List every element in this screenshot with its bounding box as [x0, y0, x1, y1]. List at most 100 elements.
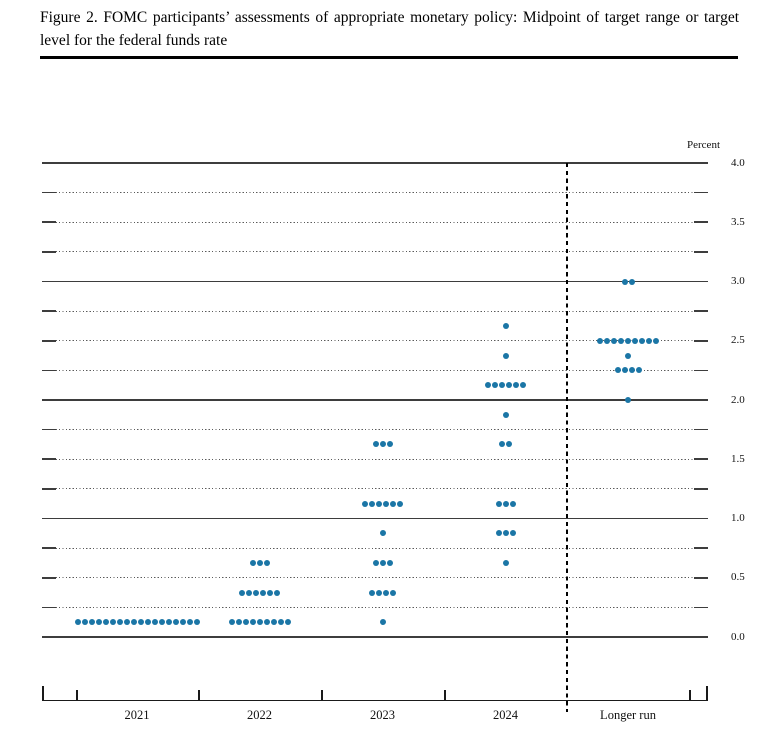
fomc-participant-dot: [372, 441, 379, 448]
y-axis-unit-label: Percent: [687, 139, 720, 151]
gridline-left-cap: [42, 606, 56, 609]
x-axis-tick: [321, 689, 323, 700]
gridline-left-cap: [42, 458, 56, 461]
fomc-participant-dot: [81, 619, 88, 626]
fomc-participant-dot: [267, 589, 273, 596]
gridline-right-cap: [694, 458, 708, 461]
gridline-left-cap: [42, 221, 56, 224]
fomc-participant-dot: [372, 559, 379, 566]
fomc-participant-dot: [239, 589, 245, 596]
fomc-participant-dot: [116, 619, 123, 626]
x-category-label: 2022: [247, 708, 272, 722]
fomc-participant-dot: [509, 500, 516, 507]
fomc-participant-dot: [597, 337, 603, 344]
fomc-participant-dot: [376, 589, 382, 596]
fomc-participant-dot: [249, 619, 256, 626]
fomc-participant-dot: [509, 530, 516, 537]
fomc-participant-dot: [499, 382, 505, 389]
gridline-solid: [42, 636, 708, 638]
gridline-right-cap: [694, 339, 708, 342]
gridline-right-cap: [694, 251, 708, 253]
gridline-left-cap: [42, 547, 56, 549]
fomc-participant-dot: [379, 559, 386, 566]
gridline-dotted: [42, 577, 708, 579]
gridline-left-cap: [42, 251, 56, 253]
fomc-participant-dot: [499, 441, 505, 448]
fomc-participant-dot: [513, 382, 519, 389]
fomc-participant-dot: [158, 619, 165, 626]
gridline-left-cap: [42, 428, 56, 431]
y-tick-label: 4.0: [731, 156, 745, 169]
x-category-label: 2023: [370, 708, 395, 722]
x-axis-endcap: [42, 685, 45, 700]
fomc-participant-dot: [492, 382, 498, 389]
gridline-solid: [42, 280, 708, 283]
fomc-participant-dot: [144, 619, 151, 626]
fomc-participant-dot: [284, 619, 291, 626]
y-tick-label: 2.5: [731, 334, 745, 347]
fomc-participant-dot: [369, 589, 375, 596]
x-category-label: 2021: [124, 708, 150, 722]
fomc-participant-dot: [109, 619, 116, 626]
fomc-participant-dot: [495, 530, 502, 537]
gridline-right-cap: [694, 310, 708, 312]
gridline-right-cap: [694, 606, 708, 609]
fomc-participant-dot: [653, 337, 659, 344]
fomc-participant-dot: [520, 382, 526, 389]
fomc-participant-dot: [506, 382, 512, 389]
fomc-participant-dot: [369, 500, 375, 507]
fomc-participant-dot: [274, 589, 280, 596]
gridline-left-cap: [42, 339, 56, 342]
fomc-participant-dot: [263, 559, 270, 566]
fomc-participant-dot: [256, 559, 263, 566]
fomc-participant-dot: [270, 619, 277, 626]
y-tick-label: 2.0: [731, 393, 745, 406]
fomc-participant-dot: [502, 559, 509, 566]
fomc-participant-dot: [186, 619, 193, 626]
fomc-participant-dot: [386, 559, 393, 566]
fomc-participant-dot: [130, 619, 137, 626]
gridline-right-cap: [694, 488, 708, 490]
fomc-participant-dot: [379, 619, 386, 626]
fomc-participant-dot: [485, 382, 491, 389]
fomc-participant-dot: [502, 411, 509, 418]
fomc-participant-dot: [495, 500, 502, 507]
fomc-participant-dot: [635, 367, 642, 374]
fomc-participant-dot: [246, 589, 252, 596]
gridline-solid: [42, 162, 708, 164]
gridline-left-cap: [42, 576, 56, 579]
fomc-participant-dot: [628, 367, 635, 374]
fomc-participant-dot: [379, 530, 386, 537]
fomc-participant-dot: [228, 619, 235, 626]
fomc-participant-dot: [390, 500, 396, 507]
gridline-right-cap: [694, 576, 708, 579]
fomc-participant-dot: [632, 337, 638, 344]
fomc-participant-dot: [390, 589, 396, 596]
fomc-participant-dot: [362, 500, 368, 507]
fomc-participant-dot: [165, 619, 172, 626]
fomc-participant-dot: [235, 619, 242, 626]
gridline-left-cap: [42, 191, 56, 194]
fomc-participant-dot: [74, 619, 81, 626]
fomc-participant-dot: [386, 441, 393, 448]
fomc-participant-dot: [604, 337, 610, 344]
gridline-left-cap: [42, 369, 56, 372]
fomc-participant-dot: [621, 278, 628, 285]
y-tick-label: 0.0: [731, 630, 745, 643]
gridline-right-cap: [694, 369, 708, 372]
fomc-participant-dot: [618, 337, 624, 344]
fomc-participant-dot: [383, 500, 389, 507]
fomc-participant-dot: [260, 589, 266, 596]
gridline-dotted: [42, 547, 708, 549]
fomc-participant-dot: [376, 500, 382, 507]
fomc-participant-dot: [502, 530, 509, 537]
gridline-solid: [42, 517, 708, 520]
y-tick-label: 3.5: [731, 215, 745, 228]
fomc-participant-dot: [88, 619, 95, 626]
fomc-participant-dot: [506, 441, 512, 448]
x-category-label: 2024: [493, 708, 518, 722]
fomc-participant-dot: [502, 322, 509, 329]
gridline-right-cap: [694, 191, 708, 194]
gridline-right-cap: [694, 221, 708, 224]
